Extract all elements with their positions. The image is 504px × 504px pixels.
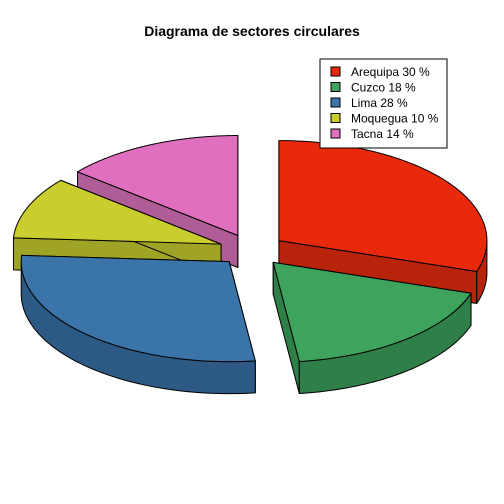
legend-label-tacna: Tacna 14 % (351, 127, 414, 141)
slice-tacna-top (77, 135, 239, 237)
legend-label-moquegua: Moquegua 10 % (351, 112, 439, 126)
slice-moquegua (12, 179, 222, 277)
chart-title: Diagrama de sectores circulares (144, 23, 360, 39)
legend-label-arequipa: Arequipa 30 % (351, 65, 430, 79)
legend-swatch-arequipa (330, 66, 341, 77)
legend-swatch-tacna (330, 128, 341, 139)
legend-swatch-lima (330, 97, 341, 108)
slice-lima-top (20, 254, 256, 363)
legend-swatch-cuzco (330, 82, 341, 92)
slice-cuzco (272, 261, 472, 395)
legend-label-lima: Lima 28 % (351, 96, 408, 110)
legend: Arequipa 30 % Cuzco 18 %Lima 28 % Moquegua… (319, 58, 448, 149)
slice-lima (20, 254, 256, 395)
legend-items: Arequipa 30 % Cuzco 18 %Lima 28 % Moquegua… (330, 65, 439, 141)
legend-box (319, 58, 448, 149)
slice-moquegua-top (12, 179, 222, 245)
slice-cuzco-top (272, 261, 472, 363)
legend-label-cuzco: Cuzco 18 % (351, 81, 416, 95)
legend-swatch-moquegua (330, 113, 341, 123)
pie-slices (12, 135, 488, 395)
